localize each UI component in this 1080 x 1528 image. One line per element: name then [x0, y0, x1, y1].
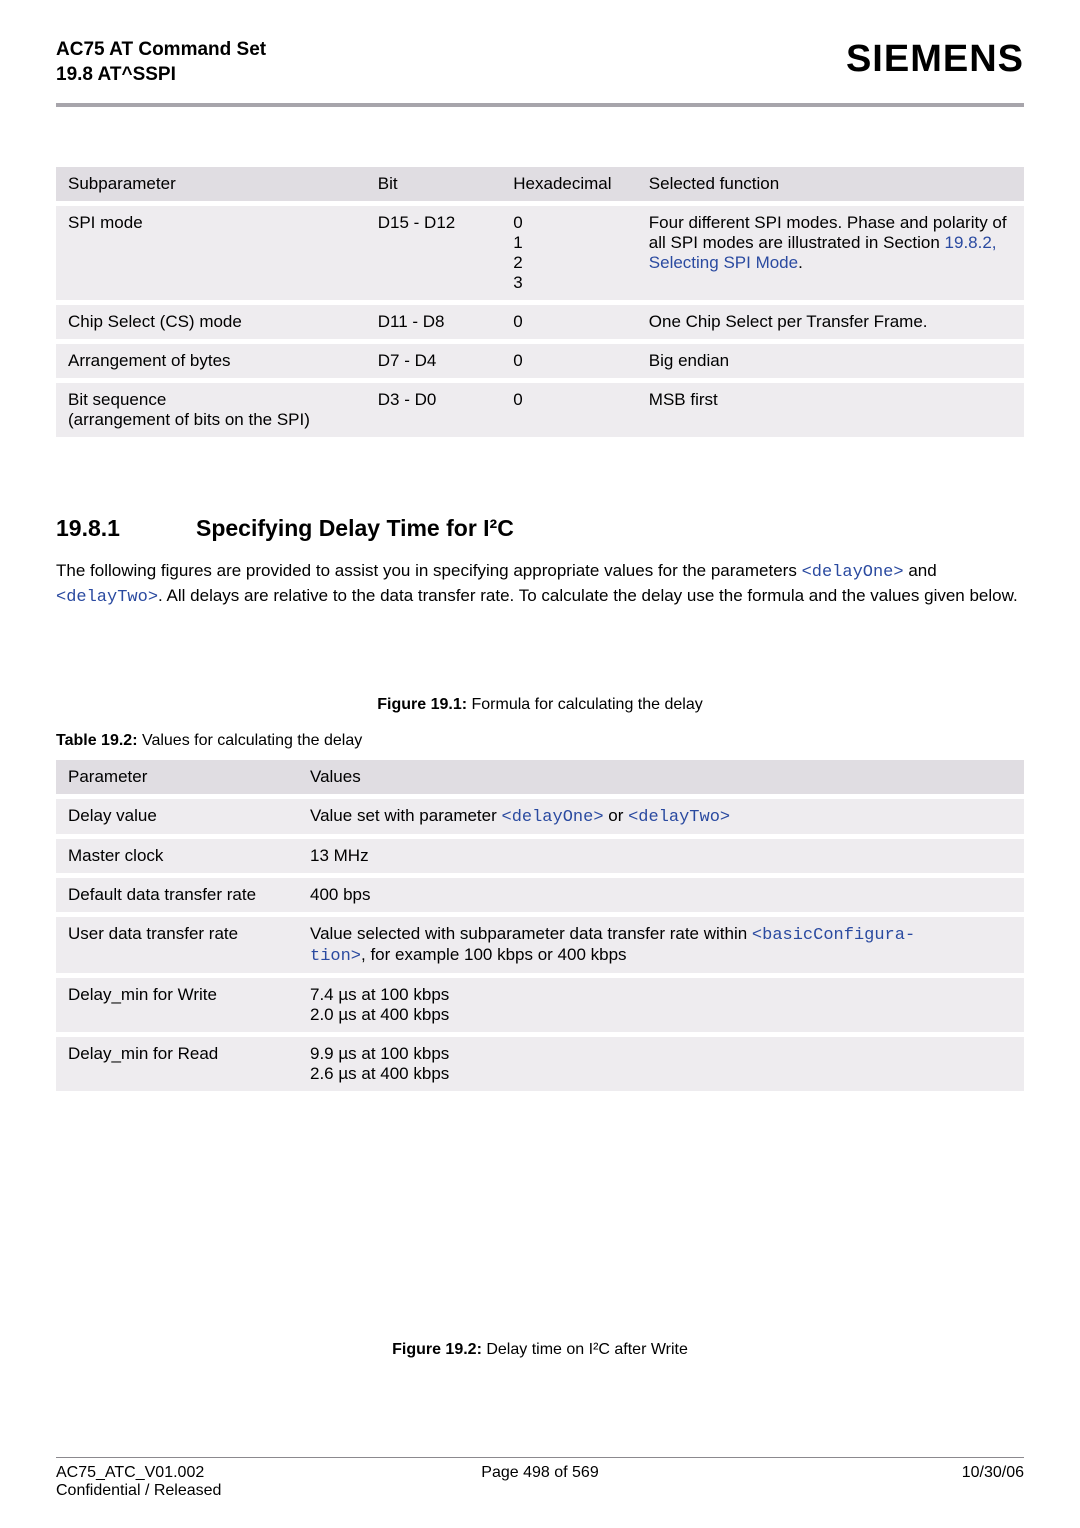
cell-value: 7.4 µs at 100 kbps 2.0 µs at 400 kbps	[298, 976, 1024, 1035]
spi-subparameter-table: Subparameter Bit Hexadecimal Selected fu…	[56, 167, 1024, 437]
cell-sub: Arrangement of bytes	[56, 342, 366, 381]
page-header: AC75 AT Command Set 19.8 AT^SSPI SIEMENS	[56, 38, 1024, 93]
cell-sel-post: .	[798, 253, 803, 272]
th-parameter: Parameter	[56, 760, 298, 797]
header-rule	[56, 103, 1024, 107]
figure-label: Figure 19.1:	[377, 696, 467, 713]
confidential: Confidential / Released	[56, 1482, 375, 1500]
delay-values-table: Parameter Values Delay value Value set w…	[56, 760, 1024, 1091]
footer-date: 10/30/06	[705, 1464, 1024, 1500]
cell-name: Default data transfer rate	[56, 876, 298, 915]
cell-hex: 0 1 2 3	[501, 204, 637, 303]
header-left: AC75 AT Command Set 19.8 AT^SSPI	[56, 38, 266, 87]
th-values: Values	[298, 760, 1024, 797]
table-row: User data transfer rate Value selected w…	[56, 915, 1024, 976]
code-delayone[interactable]: <delayOne>	[802, 563, 904, 582]
figure-caption-1: Figure 19.1: Formula for calculating the…	[56, 696, 1024, 714]
th-bit: Bit	[366, 167, 502, 204]
table-label: Table 19.2:	[56, 732, 138, 749]
val-mid: or	[604, 806, 629, 825]
table-row: Chip Select (CS) mode D11 - D8 0 One Chi…	[56, 303, 1024, 342]
cell-bit: D11 - D8	[366, 303, 502, 342]
cell-bit: D15 - D12	[366, 204, 502, 303]
cell-sub: Chip Select (CS) mode	[56, 303, 366, 342]
cell-hex: 0	[501, 342, 637, 381]
para-post: . All delays are relative to the data tr…	[158, 586, 1018, 605]
cell-hex: 0	[501, 381, 637, 438]
cell-value: Value selected with subparameter data tr…	[298, 915, 1024, 976]
cell-sel: Big endian	[637, 342, 1024, 381]
page: AC75 AT Command Set 19.8 AT^SSPI SIEMENS…	[0, 0, 1080, 1528]
page-footer: AC75_ATC_V01.002 Confidential / Released…	[56, 1457, 1024, 1500]
cell-value: 13 MHz	[298, 837, 1024, 876]
doc-title: AC75 AT Command Set	[56, 38, 266, 63]
section-heading: 19.8.1Specifying Delay Time for I²C	[56, 515, 1024, 542]
cell-sel: MSB first	[637, 381, 1024, 438]
cell-bit: D3 - D0	[366, 381, 502, 438]
cell-sel: One Chip Select per Transfer Frame.	[637, 303, 1024, 342]
table-caption-text: Values for calculating the delay	[138, 732, 363, 749]
section-number: 19.8.1	[56, 515, 196, 542]
cell-sub: Bit sequence (arrangement of bits on the…	[56, 381, 366, 438]
table-row: Default data transfer rate 400 bps	[56, 876, 1024, 915]
table-row: Delay value Value set with parameter <de…	[56, 797, 1024, 837]
table-row: Arrangement of bytes D7 - D4 0 Big endia…	[56, 342, 1024, 381]
cell-value: Value set with parameter <delayOne> or <…	[298, 797, 1024, 837]
cell-name: Delay_min for Write	[56, 976, 298, 1035]
cell-sub: SPI mode	[56, 204, 366, 303]
cell-value: 400 bps	[298, 876, 1024, 915]
cell-sel: Four different SPI modes. Phase and pola…	[637, 204, 1024, 303]
cell-name: User data transfer rate	[56, 915, 298, 976]
cell-name: Delay_min for Read	[56, 1035, 298, 1092]
figure-label: Figure 19.2:	[392, 1341, 482, 1358]
table-row: SPI mode D15 - D12 0 1 2 3 Four differen…	[56, 204, 1024, 303]
th-hex: Hexadecimal	[501, 167, 637, 204]
val-post: , for example 100 kbps or 400 kbps	[361, 945, 627, 964]
figure-caption-2: Figure 19.2: Delay time on I²C after Wri…	[56, 1341, 1024, 1359]
th-selected: Selected function	[637, 167, 1024, 204]
code-delaytwo[interactable]: <delayTwo>	[56, 588, 158, 607]
th-subparameter: Subparameter	[56, 167, 366, 204]
doc-id: AC75_ATC_V01.002	[56, 1464, 375, 1482]
footer-left: AC75_ATC_V01.002 Confidential / Released	[56, 1464, 375, 1500]
doc-section: 19.8 AT^SSPI	[56, 63, 266, 88]
footer-page: Page 498 of 569	[375, 1464, 704, 1500]
table-row: Delay_min for Write 7.4 µs at 100 kbps 2…	[56, 976, 1024, 1035]
cell-name: Delay value	[56, 797, 298, 837]
val-pre: Value set with parameter	[310, 806, 502, 825]
section-paragraph: The following figures are provided to as…	[56, 560, 1024, 610]
table-header-row: Subparameter Bit Hexadecimal Selected fu…	[56, 167, 1024, 204]
table-row: Master clock 13 MHz	[56, 837, 1024, 876]
table-row: Delay_min for Read 9.9 µs at 100 kbps 2.…	[56, 1035, 1024, 1092]
table-row: Bit sequence (arrangement of bits on the…	[56, 381, 1024, 438]
code-delaytwo[interactable]: <delayTwo>	[628, 808, 730, 827]
cell-hex: 0	[501, 303, 637, 342]
figure-text: Formula for calculating the delay	[467, 696, 703, 713]
figure-text: Delay time on I²C after Write	[482, 1341, 688, 1358]
cell-bit: D7 - D4	[366, 342, 502, 381]
para-pre: The following figures are provided to as…	[56, 561, 802, 580]
section-title-text: Specifying Delay Time for I²C	[196, 515, 514, 541]
cell-name: Master clock	[56, 837, 298, 876]
val-pre: Value selected with subparameter data tr…	[310, 924, 752, 943]
para-mid1: and	[904, 561, 937, 580]
brand-logo: SIEMENS	[846, 38, 1024, 81]
code-delayone[interactable]: <delayOne>	[502, 808, 604, 827]
cell-value: 9.9 µs at 100 kbps 2.6 µs at 400 kbps	[298, 1035, 1024, 1092]
table-header-row: Parameter Values	[56, 760, 1024, 797]
table-caption: Table 19.2: Values for calculating the d…	[56, 732, 1024, 750]
